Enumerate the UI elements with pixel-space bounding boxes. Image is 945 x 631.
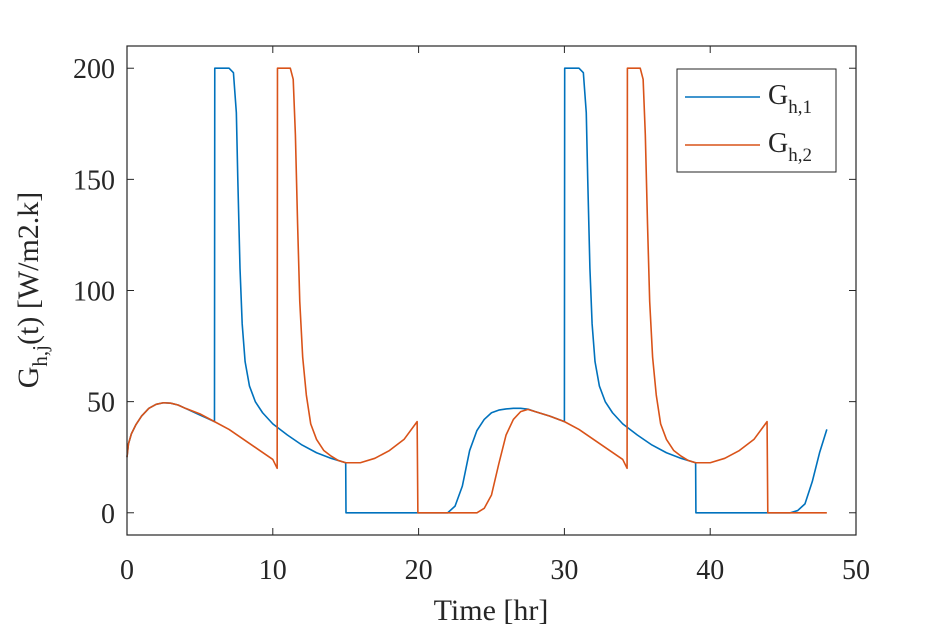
axes-box — [126, 45, 857, 536]
tick-marks — [126, 46, 857, 535]
x-tick-label: 50 — [842, 555, 870, 586]
legend-label-series-1-subscript: h,1 — [788, 97, 812, 118]
series-line-2 — [126, 67, 827, 514]
series-layer — [126, 67, 828, 514]
y-tick-label: 200 — [73, 54, 115, 85]
y-axis-label-subscript: h,j — [28, 345, 52, 367]
x-tick-label: 10 — [259, 555, 287, 586]
legend: Gh,1 Gh,2 — [676, 68, 837, 173]
y-tick-label: 100 — [73, 277, 115, 308]
legend-label-series-1-main: G — [768, 80, 788, 111]
x-tick-label: 40 — [696, 555, 724, 586]
y-tick-label: 0 — [101, 499, 115, 530]
x-tick-label: 20 — [405, 555, 433, 586]
y-tick-labels: 0 50 100 150 200 — [73, 54, 115, 530]
legend-label-series-2: Gh,2 — [768, 128, 812, 166]
legend-label-series-2-subscript: h,2 — [788, 145, 812, 166]
x-axis-label: Time [hr] — [434, 594, 549, 627]
x-tick-label: 30 — [550, 555, 578, 586]
legend-label-series-2-main: G — [768, 128, 788, 159]
y-axis-label: Gh,j(t) [W/m2.k] — [12, 192, 52, 389]
legend-label-series-1: Gh,1 — [768, 80, 812, 118]
y-tick-label: 50 — [87, 388, 115, 419]
y-axis-label-main: G — [12, 367, 45, 389]
y-axis-label-suffix: (t) [W/m2.k] — [12, 192, 45, 345]
x-tick-label: 0 — [120, 555, 134, 586]
legend-box — [676, 68, 837, 173]
y-tick-label: 150 — [73, 165, 115, 196]
series-line-1 — [126, 67, 828, 514]
x-tick-labels: 0 10 20 30 40 50 — [120, 555, 870, 586]
